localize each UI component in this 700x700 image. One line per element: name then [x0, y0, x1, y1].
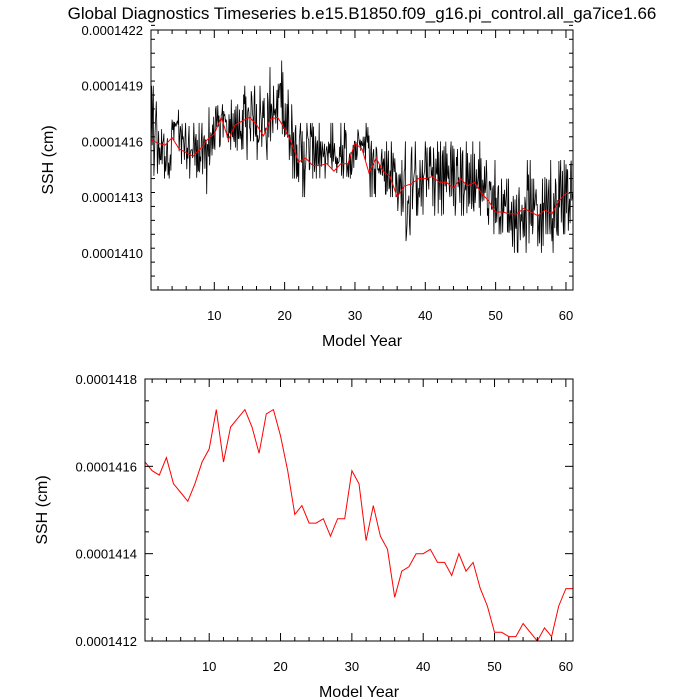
- bottom-annual-mean-plot: 10 20 30 40 50 60 0.0001412 0.0001414 0.0001416 0…: [34, 372, 574, 700]
- series-line-annual-mean: [151, 115, 573, 217]
- x-axis-title: Model Year: [322, 333, 403, 350]
- plot-frame: [150, 29, 574, 291]
- y-axis-title: SSH (cm): [40, 125, 57, 194]
- y-tick-label: 0.0001416: [76, 459, 137, 474]
- y-tick-label: 0.0001418: [76, 372, 137, 387]
- y-tick-label: 0.0001410: [82, 246, 143, 261]
- x-tick-label: 30: [345, 659, 359, 674]
- y-tick-label: 0.0001412: [76, 634, 137, 649]
- x-tick-label: 40: [416, 659, 430, 674]
- y-tick-label: 0.0001414: [76, 547, 137, 562]
- x-tick-label: 50: [487, 659, 501, 674]
- x-tick-label: 10: [207, 308, 221, 323]
- y-tick-label: 0.0001413: [82, 190, 143, 205]
- x-tick-label: 50: [488, 308, 502, 323]
- figure-title: Global Diagnostics Timeseries b.e15.B185…: [68, 4, 657, 23]
- series-line-annual-mean: [145, 408, 573, 641]
- plot-frame: [144, 378, 574, 642]
- x-axis-title: Model Year: [319, 684, 400, 700]
- x-tick-label: 20: [277, 308, 291, 323]
- x-tick-label: 30: [348, 308, 362, 323]
- y-tick-label: 0.0001416: [82, 134, 143, 149]
- top-timeseries-plot: 10 20 30 40 50 60 0.0001410 0.0001413 0.0001416 0…: [40, 23, 574, 350]
- y-axis-title: SSH (cm): [34, 475, 51, 544]
- x-tick-label: 40: [418, 308, 432, 323]
- x-tick-label: 60: [559, 308, 573, 323]
- x-tick-label: 60: [559, 659, 573, 674]
- y-tick-label: 0.0001419: [82, 79, 143, 94]
- y-tick-label: 0.0001422: [82, 23, 143, 38]
- x-tick-label: 20: [273, 659, 287, 674]
- series-line-monthly: [151, 60, 573, 254]
- x-tick-label: 10: [202, 659, 216, 674]
